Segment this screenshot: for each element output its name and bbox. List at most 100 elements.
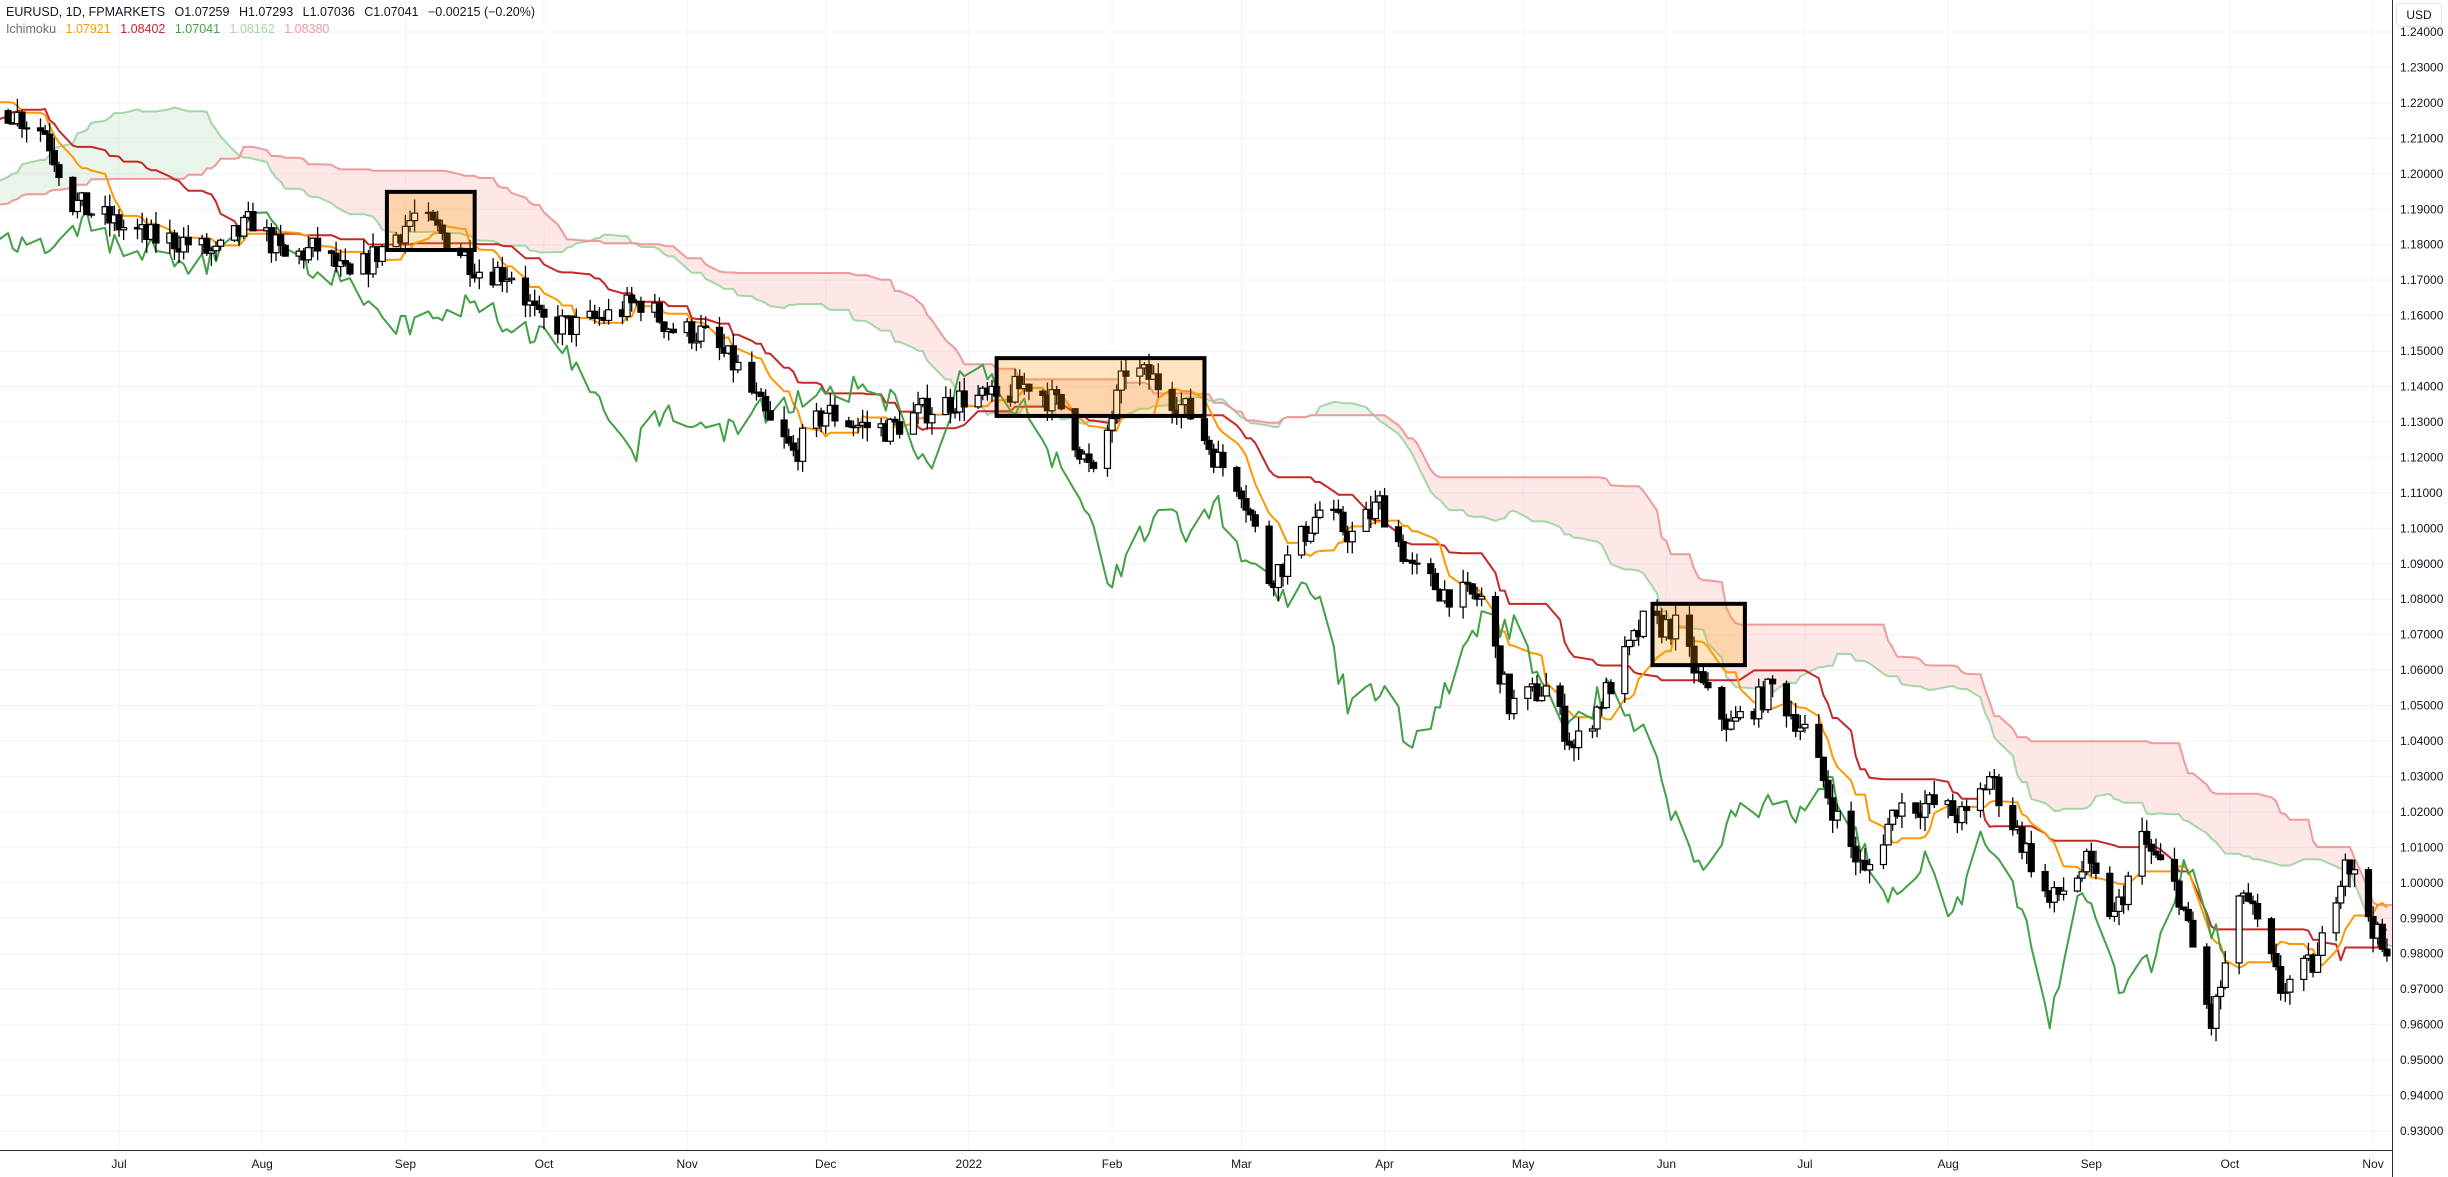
candle-body (1200, 418, 1209, 441)
bearish-cloud-segment (1800, 624, 1805, 677)
symbol-legend-row: EURUSD, 1D, FPMARKETS O1.07259 H1.07293 … (6, 4, 541, 21)
bearish-cloud-segment (506, 187, 512, 246)
bearish-cloud-segment (728, 272, 734, 289)
candle-body (1348, 530, 1356, 543)
bearish-cloud-segment (2280, 812, 2286, 866)
bearish-candle (1085, 443, 1093, 473)
candle-body (766, 410, 774, 421)
candle-body (2332, 902, 2340, 934)
candle-body (2059, 890, 2068, 895)
bearish-cloud-segment (2054, 741, 2059, 811)
candle-body (715, 326, 724, 349)
candle-body (1607, 681, 1615, 695)
bearish-cloud-segment (1948, 665, 1953, 687)
candle-body (1704, 681, 1712, 689)
bearish-cloud-segment (345, 169, 350, 215)
bearish-candle (346, 261, 354, 276)
bullish-candle (1801, 714, 1809, 733)
bullish-candle (1371, 490, 1379, 525)
lagging-span-line (0, 210, 2227, 1030)
bearish-cloud-segment (830, 272, 835, 310)
time-tick-label: Dec (815, 1157, 836, 1171)
bearish-candle (1815, 714, 1823, 758)
bearish-candle (1025, 383, 1033, 401)
bullish-cloud-segment (169, 107, 175, 179)
bearish-candle (1561, 693, 1569, 751)
bearish-candle (1829, 784, 1837, 833)
candle-body (2175, 880, 2183, 908)
candle-body (854, 424, 862, 428)
bearish-cloud-segment (1767, 624, 1773, 693)
symbol-title[interactable]: EURUSD, 1D, FPMARKETS (6, 5, 166, 19)
candle-body (1113, 389, 1121, 420)
candle-body (1117, 370, 1125, 391)
candle-body (1602, 681, 1610, 709)
time-tick-label: Nov (2362, 1157, 2383, 1171)
bullish-candle (2078, 860, 2086, 883)
candle-body (591, 310, 599, 319)
bearish-candle (1016, 369, 1024, 390)
plot-area (0, 98, 2392, 1042)
bearish-candle (702, 316, 710, 330)
candle-body (277, 234, 285, 247)
bearish-cloud-segment (1638, 486, 1644, 574)
bullish-candle (1958, 801, 1966, 831)
price-tick-label: 1.07000 (2400, 628, 2444, 642)
candle-body (1847, 810, 1855, 847)
bearish-cloud-segment (1763, 624, 1768, 693)
candle-body (69, 176, 77, 213)
bearish-candle (591, 304, 599, 324)
bearish-candle (203, 233, 211, 256)
bearish-cloud-segment (2049, 741, 2055, 811)
bearish-candle (2378, 918, 2386, 953)
bearish-cloud-segment (2257, 793, 2272, 863)
candle-body (558, 315, 567, 335)
bearish-cloud-segment (853, 274, 859, 321)
candle-body (401, 225, 409, 244)
price-tick-label: 1.10000 (2400, 521, 2444, 535)
candle-body (1168, 389, 1176, 411)
candle-body (1103, 429, 1112, 469)
candle-body (1921, 802, 1929, 818)
candle-body (734, 361, 742, 371)
candle-body (1718, 687, 1726, 720)
candle-body (1685, 614, 1694, 647)
bearish-cloud-segment (756, 272, 762, 301)
bearish-candle (1556, 682, 1564, 715)
bearish-candle (55, 161, 63, 186)
candle-body (1801, 723, 1809, 729)
candle-body (1284, 554, 1292, 577)
bullish-candle (854, 417, 862, 434)
candle-body (1533, 683, 1541, 702)
bearish-cloud-segment (724, 272, 729, 289)
bearish-candle (2143, 820, 2151, 848)
bearish-cloud-segment (1606, 478, 1611, 565)
bearish-cloud-segment (276, 156, 281, 182)
indicator-name[interactable]: Ichimoku (6, 22, 57, 36)
candle-body (83, 192, 91, 216)
candle-body (799, 427, 807, 462)
bullish-candle (1986, 771, 1994, 795)
bearish-candle (36, 118, 45, 142)
candle-body (1445, 589, 1453, 608)
bearish-candle (1445, 589, 1453, 617)
bearish-cloud-segment (1398, 425, 1404, 440)
bearish-cloud-segment (765, 272, 771, 307)
bearish-cloud-segment (1088, 379, 1094, 422)
currency-button[interactable]: USD (2396, 3, 2442, 27)
candle-body (748, 361, 756, 393)
bullish-candle (2217, 980, 2225, 1010)
bearish-cloud-segment (881, 279, 886, 331)
candle-body (785, 436, 793, 444)
bearish-candle (2180, 906, 2188, 912)
candle-body (115, 214, 123, 231)
candle-body (1819, 756, 1828, 781)
bullish-cloud-segment (17, 164, 23, 200)
bullish-candle (1732, 706, 1740, 722)
candle-body (2253, 902, 2262, 920)
bearish-candle (2346, 859, 2354, 888)
bearish-candle (1431, 568, 1440, 591)
bearish-cloud-segment (312, 164, 318, 197)
bearish-cloud-segment (2248, 793, 2253, 860)
